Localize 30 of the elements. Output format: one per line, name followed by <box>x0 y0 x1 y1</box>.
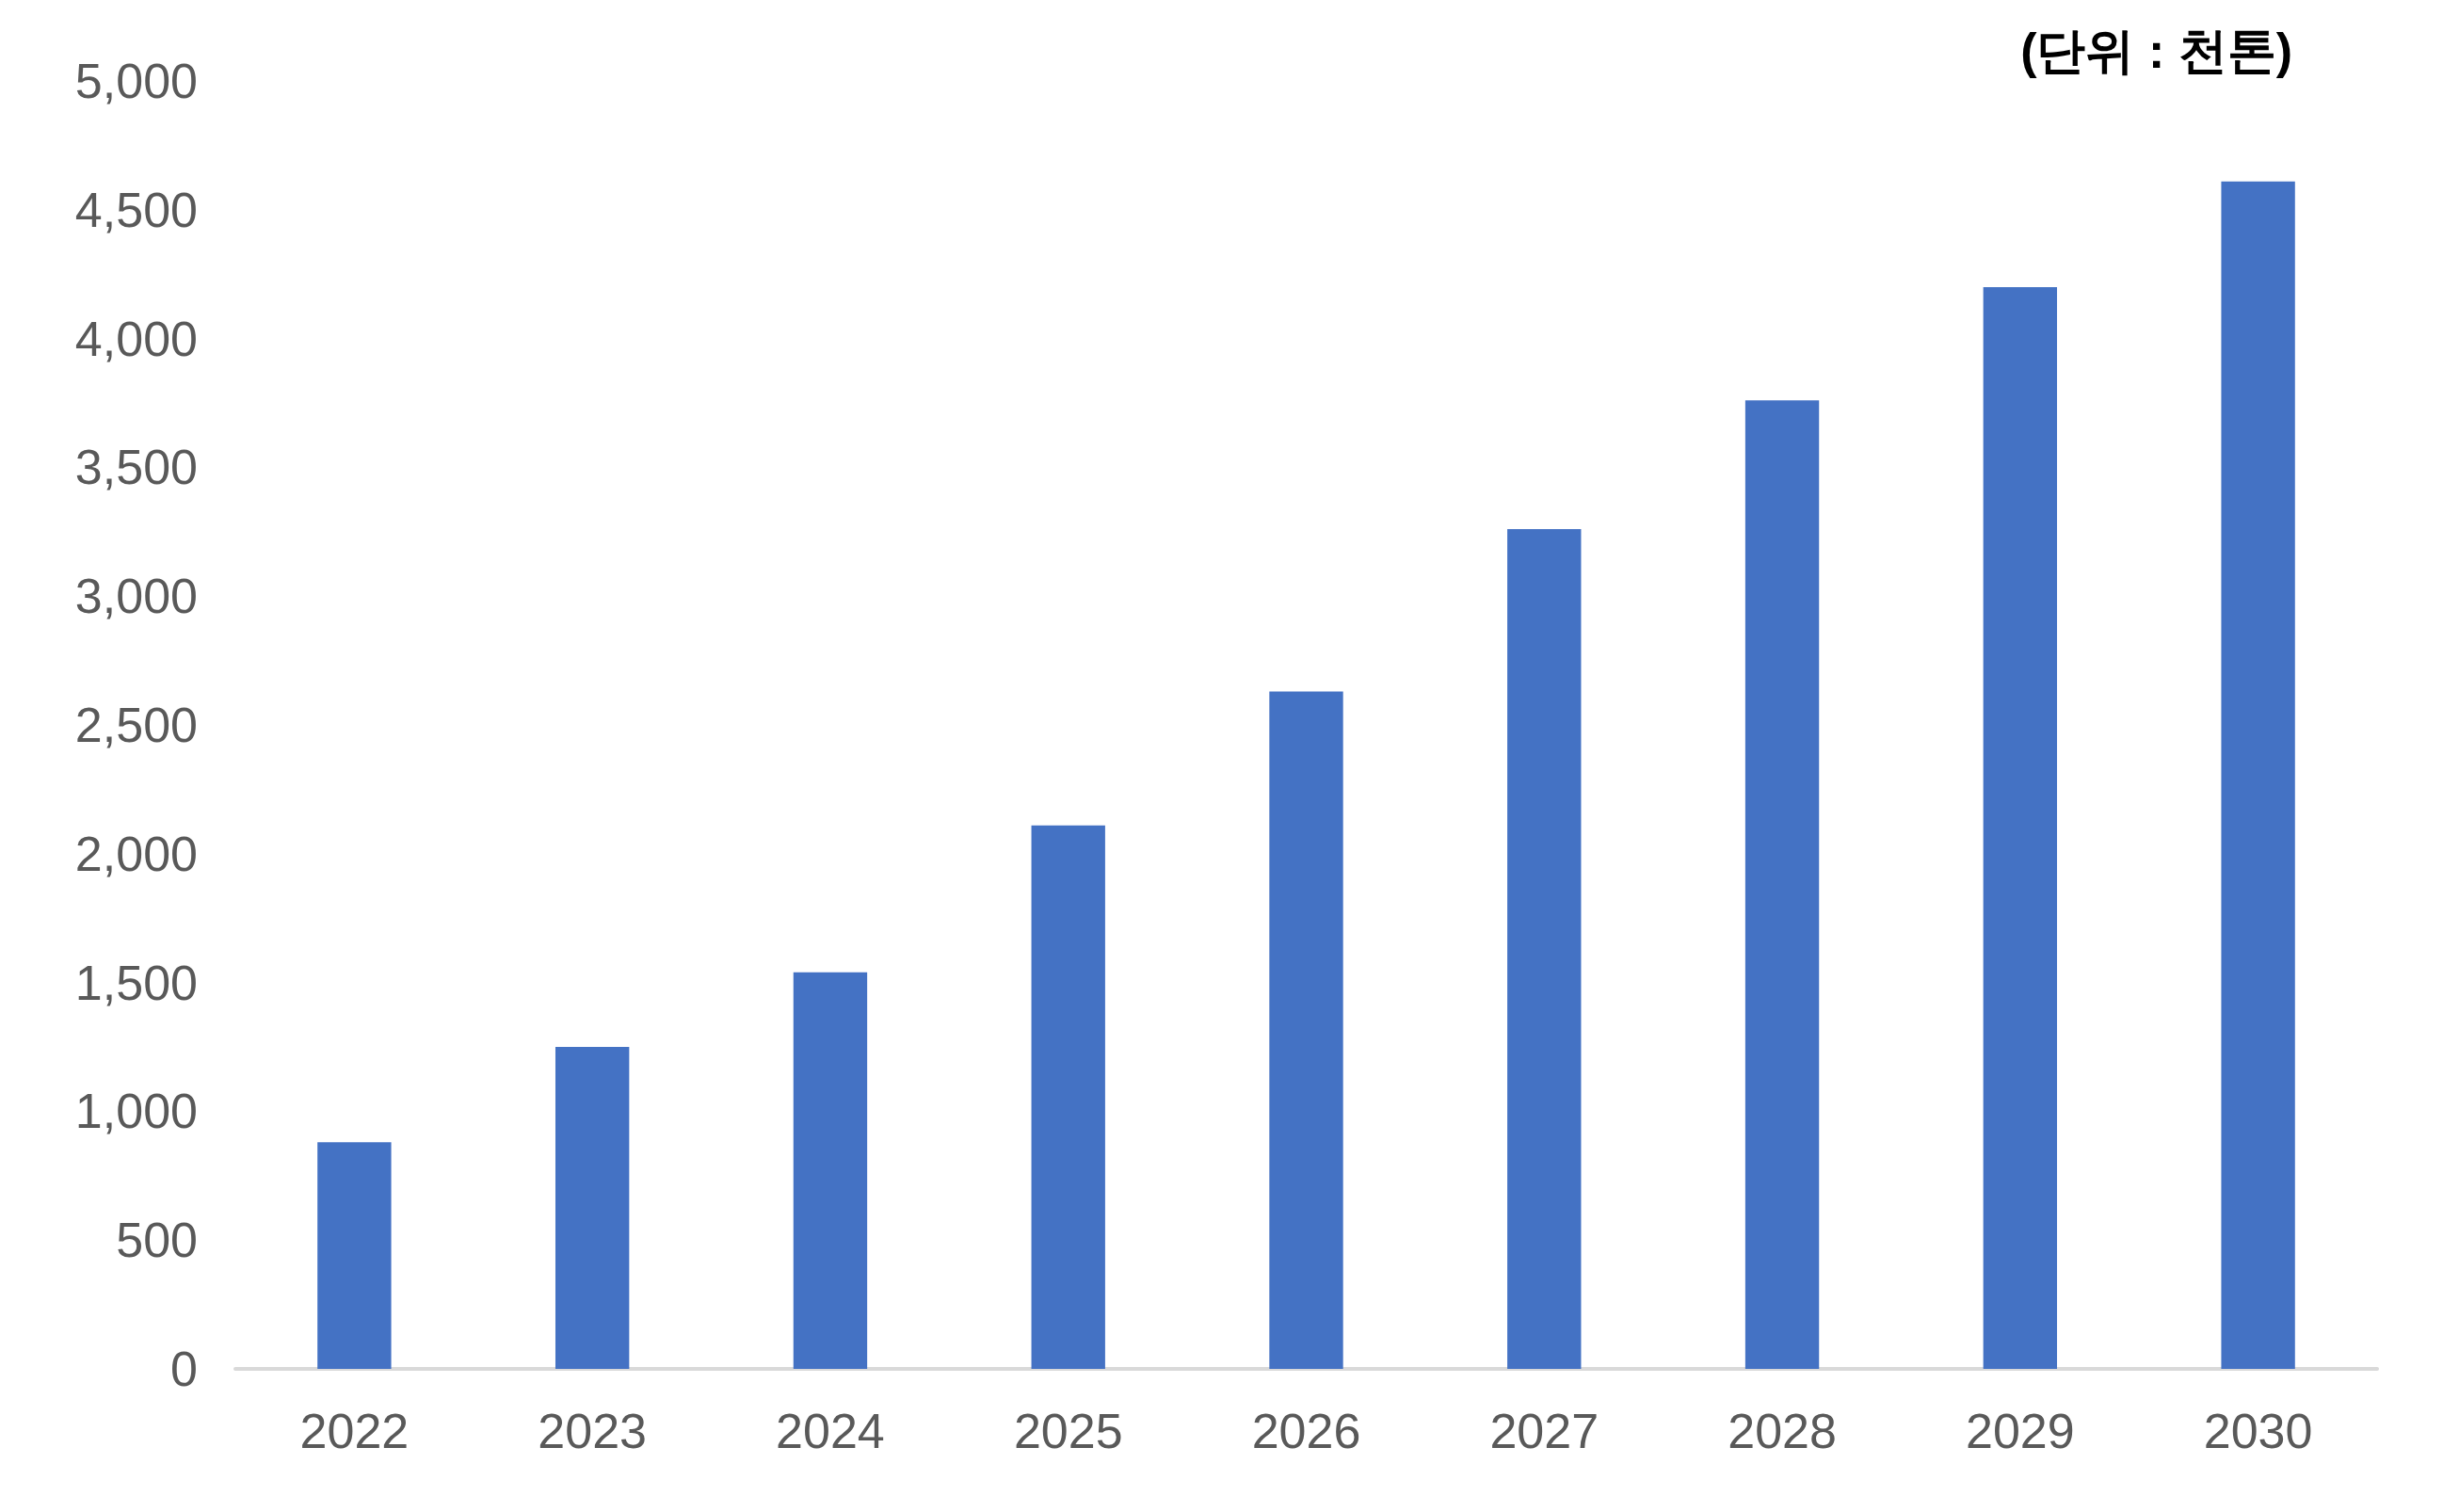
bar <box>1507 529 1582 1369</box>
x-tick-label: 2030 <box>2203 1404 2313 1458</box>
y-tick-label: 2,500 <box>74 698 198 752</box>
x-tick-label: 2025 <box>1013 1404 1123 1458</box>
x-tick-label: 2023 <box>538 1404 648 1458</box>
bar <box>1983 286 2058 1369</box>
y-tick-label: 3,500 <box>74 440 198 495</box>
y-tick-label: 2,000 <box>74 826 198 881</box>
bar <box>793 972 868 1369</box>
bar <box>2221 181 2295 1369</box>
bar <box>1031 825 1105 1369</box>
x-tick-label: 2022 <box>299 1404 410 1458</box>
y-tick-label: 0 <box>170 1342 198 1396</box>
text: (단위 : 천톤) <box>2020 24 2292 78</box>
y-tick-label: 1,500 <box>74 955 198 1010</box>
y-tick-label: 3,000 <box>74 569 198 624</box>
bar <box>1744 400 1820 1369</box>
y-tick-label: 5,000 <box>74 54 198 108</box>
y-tick-label: 4,500 <box>74 182 198 237</box>
y-tick-label: 500 <box>116 1213 198 1268</box>
bar <box>317 1142 392 1369</box>
x-tick-label: 2026 <box>1251 1404 1361 1458</box>
x-tick-label: 2029 <box>1965 1404 2075 1458</box>
y-tick-label: 4,000 <box>74 311 198 366</box>
bar <box>1269 691 1343 1369</box>
x-tick-label: 2028 <box>1728 1404 1837 1458</box>
y-tick-label: 1,000 <box>74 1084 198 1139</box>
bar <box>554 1047 630 1369</box>
x-tick-label: 2027 <box>1489 1404 1599 1458</box>
x-tick-label: 2024 <box>776 1404 885 1458</box>
